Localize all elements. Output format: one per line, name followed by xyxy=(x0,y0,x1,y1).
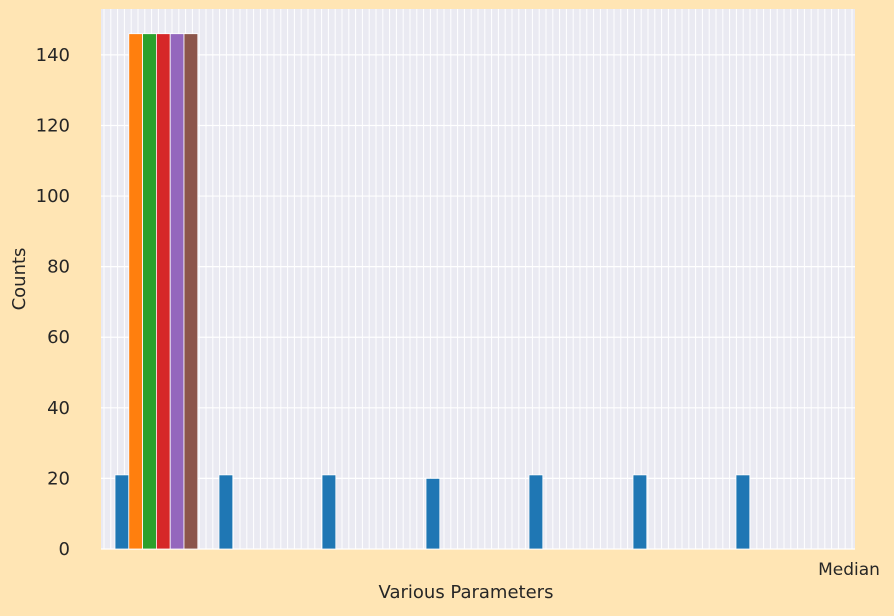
bar xyxy=(155,33,171,550)
bar xyxy=(169,33,185,550)
bar xyxy=(321,474,337,550)
bar xyxy=(735,474,751,550)
y-tick-label: 100 xyxy=(36,186,70,207)
y-tick-label: 140 xyxy=(36,45,70,66)
bar xyxy=(528,474,544,550)
y-tick-label: 20 xyxy=(47,468,70,489)
y-tick-label: 60 xyxy=(47,327,70,348)
bar xyxy=(183,33,199,550)
y-tick-label: 0 xyxy=(59,539,70,560)
bar xyxy=(142,33,157,550)
bar xyxy=(128,33,144,550)
y-axis-label: Counts xyxy=(9,248,30,311)
bar xyxy=(218,474,234,550)
y-tick-label: 80 xyxy=(47,257,70,278)
bar xyxy=(632,474,648,550)
x-axis-label: Various Parameters xyxy=(379,582,554,603)
bar xyxy=(425,478,441,550)
y-tick-label: 40 xyxy=(47,398,70,419)
bar-layer xyxy=(114,33,751,550)
end-tick-label: Median xyxy=(818,560,880,580)
bar xyxy=(114,474,130,550)
axis-layer: 0 20 40 60 80 100 120 140 xyxy=(36,45,70,560)
y-tick-label: 120 xyxy=(36,115,70,136)
